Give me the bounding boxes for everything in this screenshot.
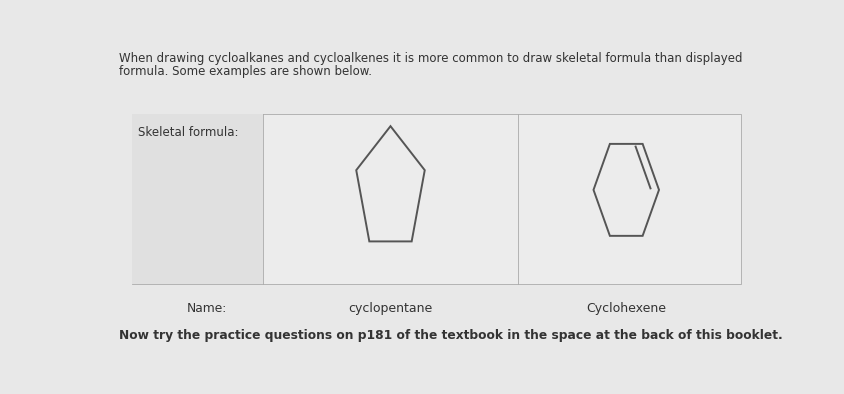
Text: Cyclohexene: Cyclohexene (586, 302, 665, 315)
Text: Name:: Name: (187, 302, 227, 315)
Text: cyclopentane: cyclopentane (348, 302, 432, 315)
Bar (132, 114, 262, 284)
Text: Now try the practice questions on p181 of the textbook in the space at the back : Now try the practice questions on p181 o… (118, 329, 782, 342)
Bar (132, 114, 740, 284)
Text: When drawing cycloalkanes and cycloalkenes it is more common to draw skeletal fo: When drawing cycloalkanes and cycloalken… (118, 52, 741, 65)
Text: formula. Some examples are shown below.: formula. Some examples are shown below. (118, 65, 371, 78)
Text: Skeletal formula:: Skeletal formula: (138, 126, 239, 139)
